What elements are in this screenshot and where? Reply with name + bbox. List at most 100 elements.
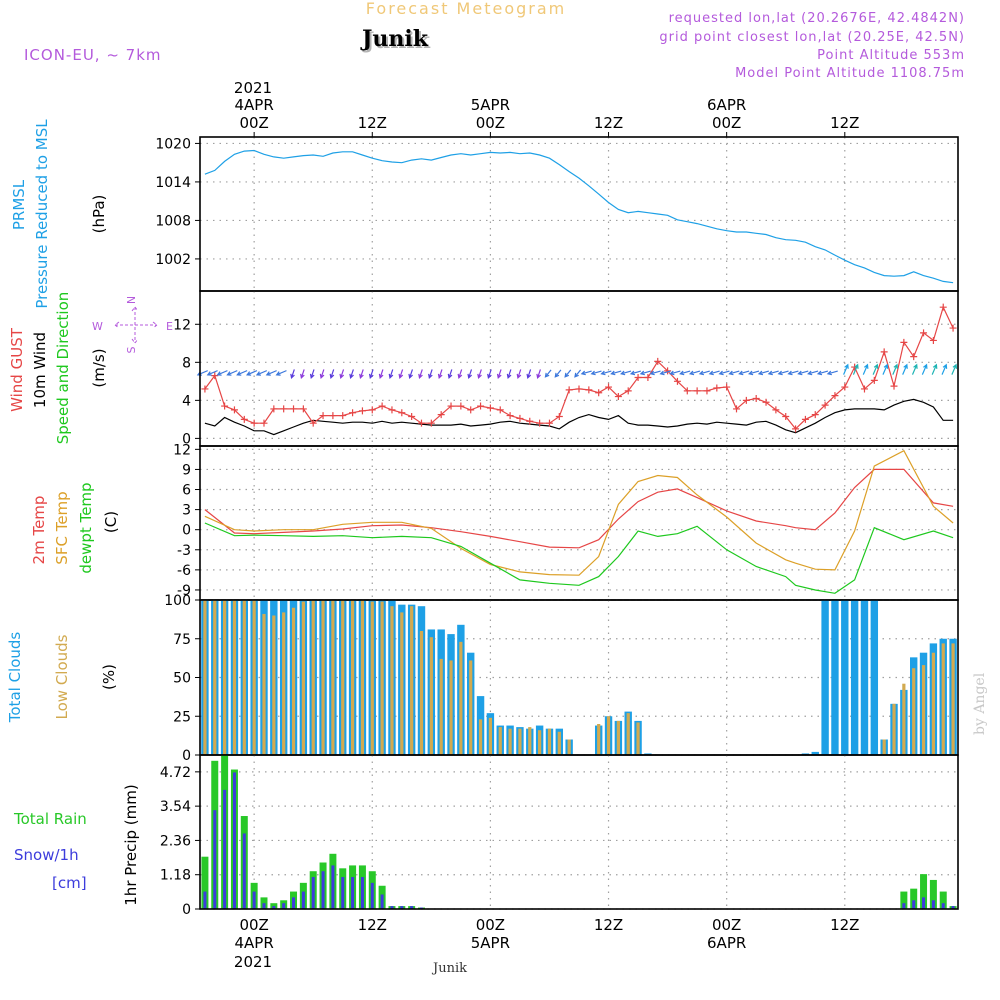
ytick-label: 50 xyxy=(173,671,191,687)
bar-low-clouds xyxy=(449,660,453,755)
bar-snow xyxy=(951,906,955,909)
ytick-label: 1020 xyxy=(155,136,191,152)
wind-direction-arrow xyxy=(862,363,869,375)
bar-snow xyxy=(272,906,276,909)
bar-low-clouds xyxy=(518,728,522,755)
bar-snow xyxy=(941,903,945,909)
gust-marker xyxy=(654,357,662,365)
wind-direction-arrow xyxy=(843,363,849,375)
bar-low-clouds xyxy=(321,600,325,755)
bar-low-clouds xyxy=(282,612,286,755)
wind-direction-arrow xyxy=(408,369,414,380)
bar-low-clouds xyxy=(213,600,217,755)
gust-marker xyxy=(378,402,386,410)
wind-direction-arrow xyxy=(275,370,287,376)
wind-direction-arrow xyxy=(921,363,928,375)
bottom-date-label: 4APR xyxy=(235,934,274,952)
top-time-tick-label: 12Z xyxy=(358,114,387,132)
wind-direction-arrow xyxy=(516,369,522,380)
gust-marker xyxy=(585,386,593,394)
bar-low-clouds xyxy=(252,600,256,755)
ytick-label: 0 xyxy=(182,748,191,764)
gust-marker xyxy=(693,387,701,395)
wind-direction-arrow xyxy=(649,370,661,376)
label-sfc-temp: SFC Temp xyxy=(53,491,71,564)
wind-direction-arrow xyxy=(245,370,258,376)
bar-low-clouds xyxy=(380,601,384,755)
gust-marker xyxy=(605,383,613,391)
bar-total-clouds xyxy=(831,600,839,755)
gust-marker xyxy=(417,419,425,427)
ytick-label: 25 xyxy=(173,709,191,725)
label-prmsl: PRMSL xyxy=(10,179,28,230)
chart-title: Forecast Meteogram xyxy=(366,0,566,18)
compass-s: S xyxy=(125,346,138,353)
panel-frame xyxy=(199,754,959,910)
gust-marker xyxy=(860,385,868,393)
ytick-label: 4.72 xyxy=(160,765,191,781)
gust-marker xyxy=(772,406,780,414)
gust-marker xyxy=(811,411,819,419)
wind-direction-arrow xyxy=(368,369,374,380)
gust-marker xyxy=(221,402,229,410)
wind-direction-arrow xyxy=(580,370,592,376)
gust-marker xyxy=(949,324,957,332)
label-dewpt-temp: dewpt Temp xyxy=(77,482,95,573)
bottom-time-tick-label: 12Z xyxy=(830,916,859,934)
wind-direction-arrow xyxy=(797,370,809,376)
bar-low-clouds xyxy=(616,720,620,755)
series-line-dewpt-temp xyxy=(204,522,954,594)
gust-marker xyxy=(447,402,455,410)
model-altitude: Model Point Altitude 1108.75m xyxy=(735,66,965,81)
bar-snow xyxy=(400,906,404,909)
gust-marker xyxy=(595,389,603,397)
bottom-time-tick-label: 00Z xyxy=(712,916,741,934)
label-temp-unit: (C) xyxy=(102,511,120,533)
wind-direction-arrow xyxy=(941,363,948,375)
label-precip-unit: 1hr Precip (mm) xyxy=(122,784,140,905)
wind-direction-arrow xyxy=(544,369,552,378)
bar-low-clouds xyxy=(636,722,640,755)
wind-direction-arrow xyxy=(329,369,335,380)
bar-low-clouds xyxy=(223,600,227,755)
bar-low-clouds xyxy=(478,719,483,755)
gust-marker xyxy=(240,415,248,423)
gust-marker xyxy=(486,404,494,412)
bar-low-clouds xyxy=(370,601,374,755)
wind-direction-arrow xyxy=(807,370,819,376)
wind-direction-arrow xyxy=(620,370,632,376)
label-pressure-unit: (hPa) xyxy=(90,195,108,234)
bar-snow xyxy=(341,877,345,909)
model-label: ICON-EU, ~ 7km xyxy=(24,46,162,64)
gust-marker xyxy=(792,425,800,433)
label-snow: Snow/1h xyxy=(14,846,79,864)
bottom-time-tick-label: 00Z xyxy=(476,916,505,934)
gust-marker xyxy=(614,393,622,401)
label-pressure-msl: Pressure Reduced to MSL xyxy=(33,119,51,309)
bar-low-clouds xyxy=(882,739,886,755)
gust-marker xyxy=(821,401,829,409)
bar-low-clouds xyxy=(350,600,355,755)
bar-total-rain xyxy=(201,856,209,909)
bar-low-clouds xyxy=(498,727,502,755)
gust-marker xyxy=(782,413,790,421)
gust-marker xyxy=(398,409,406,417)
year-top: 2021 xyxy=(234,79,272,97)
gust-marker xyxy=(831,392,839,400)
gust-marker xyxy=(368,406,376,414)
wind-direction-arrow xyxy=(600,370,612,376)
top-time-tick-label: 12Z xyxy=(594,114,623,132)
wind-direction-arrow xyxy=(255,370,268,376)
bottom-date-label: 6APR xyxy=(707,934,746,952)
label-speed-direction: Speed and Direction xyxy=(54,292,72,445)
wind-direction-arrow xyxy=(590,370,602,376)
gust-marker xyxy=(900,338,908,346)
bar-total-rain xyxy=(910,888,918,909)
ytick-label: 9 xyxy=(182,462,191,478)
gust-marker xyxy=(555,413,563,421)
bar-low-clouds xyxy=(341,600,345,755)
ytick-label: 3.54 xyxy=(160,799,191,815)
gust-marker xyxy=(565,386,573,394)
ytick-label: 75 xyxy=(173,632,191,648)
gust-marker xyxy=(280,405,288,413)
